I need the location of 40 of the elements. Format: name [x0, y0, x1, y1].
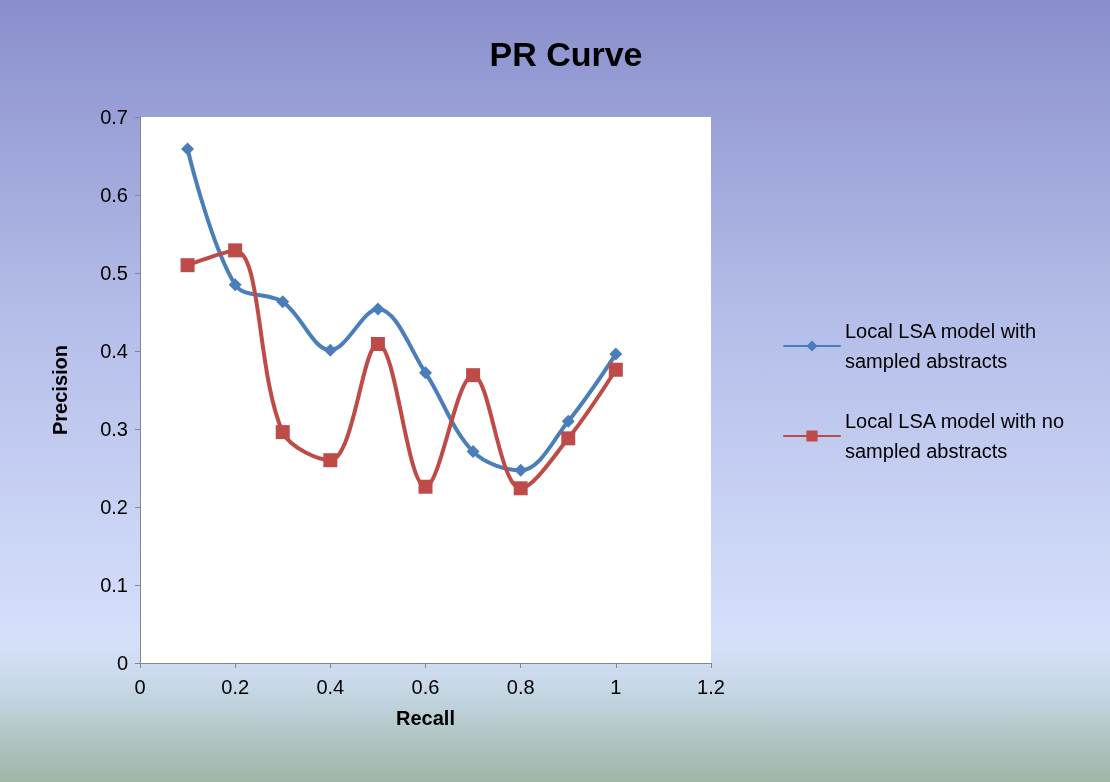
point: [466, 445, 480, 459]
y-tick-label: 0.1: [100, 574, 128, 596]
point: [181, 142, 195, 156]
x-tick-label: 0.8: [506, 676, 535, 698]
y-tick-label: 0.7: [100, 106, 128, 128]
point: [228, 278, 242, 292]
y-tick-label: 0.5: [100, 262, 128, 284]
y-axis-title: Precision: [49, 344, 71, 436]
point: [419, 366, 432, 380]
point: [371, 302, 385, 316]
point: [323, 453, 338, 468]
x-tick-label: 0: [134, 676, 146, 698]
point: [513, 481, 528, 496]
x-tick-label: 0.6: [411, 676, 440, 698]
x-axis-title: Recall: [396, 707, 455, 729]
point: [561, 431, 576, 446]
x-tick-label: 0.4: [316, 676, 345, 698]
point: [561, 414, 575, 428]
legend-label: Local LSA model with sampled abstracts: [845, 320, 1042, 372]
x-tick-label: 1.2: [697, 676, 725, 698]
chart-title: PR Curve: [489, 35, 643, 73]
point: [276, 295, 290, 309]
point: [608, 362, 623, 377]
x-tick-label: 1: [610, 676, 622, 698]
point: [180, 258, 195, 273]
point: [323, 343, 337, 357]
point: [418, 479, 433, 494]
y-tick-label: 0.4: [100, 340, 128, 362]
y-tick-label: 0.6: [100, 184, 128, 206]
point: [514, 463, 528, 477]
point: [275, 425, 290, 440]
x-tick-label: 0.2: [221, 676, 250, 698]
point: [466, 368, 481, 383]
y-tick-label: 0.3: [100, 418, 128, 440]
y-tick-label: 0.2: [100, 496, 128, 518]
point: [370, 336, 385, 351]
point: [609, 347, 623, 361]
y-tick-label: 0: [116, 652, 128, 674]
point: [228, 243, 243, 258]
legend-label: Local LSA model with no sampled abstracts: [845, 410, 1070, 462]
